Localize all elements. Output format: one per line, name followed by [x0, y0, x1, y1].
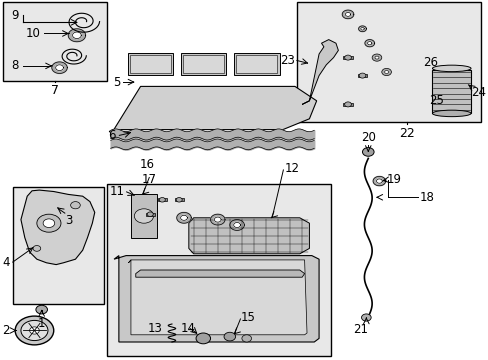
Circle shape — [15, 316, 54, 345]
Bar — [130, 55, 171, 73]
Polygon shape — [21, 190, 95, 265]
Circle shape — [374, 56, 378, 59]
Polygon shape — [188, 218, 309, 254]
Polygon shape — [109, 86, 316, 133]
Bar — [233, 53, 279, 75]
Polygon shape — [210, 214, 224, 225]
Text: 22: 22 — [399, 127, 414, 140]
Circle shape — [358, 73, 365, 78]
Text: 12: 12 — [284, 162, 299, 175]
Circle shape — [196, 333, 210, 344]
Ellipse shape — [431, 65, 470, 72]
Polygon shape — [72, 32, 81, 39]
Text: 7: 7 — [51, 84, 59, 96]
Text: 5: 5 — [113, 76, 120, 89]
Text: 6: 6 — [108, 129, 115, 142]
Polygon shape — [345, 13, 350, 16]
Text: 23: 23 — [280, 54, 294, 67]
Circle shape — [33, 246, 41, 251]
Circle shape — [224, 332, 235, 341]
Text: 24: 24 — [470, 86, 486, 99]
Bar — [158, 198, 166, 202]
Circle shape — [37, 214, 61, 232]
Polygon shape — [56, 65, 63, 71]
Bar — [343, 103, 352, 106]
Text: 2: 2 — [2, 324, 9, 337]
Polygon shape — [176, 212, 191, 223]
Text: 19: 19 — [386, 173, 401, 186]
Bar — [3, 2, 106, 81]
Text: 14: 14 — [180, 322, 195, 335]
Bar — [175, 198, 183, 202]
Text: 4: 4 — [3, 256, 10, 269]
Polygon shape — [229, 220, 244, 230]
Bar — [106, 184, 330, 356]
Bar — [297, 2, 480, 122]
Polygon shape — [128, 260, 306, 335]
Circle shape — [381, 68, 390, 76]
Circle shape — [176, 198, 182, 202]
Polygon shape — [233, 222, 240, 228]
Circle shape — [361, 314, 370, 321]
Bar — [131, 194, 157, 238]
Polygon shape — [214, 217, 221, 222]
Circle shape — [43, 219, 55, 228]
Circle shape — [384, 71, 388, 73]
Circle shape — [147, 212, 153, 216]
Bar — [127, 53, 173, 75]
Text: 26: 26 — [423, 56, 437, 69]
Bar — [343, 56, 352, 59]
Text: 9: 9 — [11, 9, 19, 22]
Circle shape — [70, 202, 80, 209]
Text: 15: 15 — [241, 311, 255, 324]
Text: 8: 8 — [11, 59, 19, 72]
Bar — [180, 53, 226, 75]
Text: 16: 16 — [140, 158, 154, 171]
Circle shape — [30, 327, 39, 334]
Text: 10: 10 — [26, 27, 41, 40]
Text: 20: 20 — [360, 131, 375, 144]
Polygon shape — [302, 40, 338, 104]
Text: 3: 3 — [65, 214, 72, 227]
Text: 21: 21 — [352, 323, 367, 336]
Polygon shape — [68, 29, 85, 42]
Circle shape — [242, 335, 251, 342]
Text: 17: 17 — [142, 173, 157, 186]
Bar — [183, 55, 224, 73]
Text: 13: 13 — [147, 322, 163, 335]
Circle shape — [371, 54, 381, 61]
Bar — [13, 187, 104, 304]
Bar — [236, 55, 277, 73]
Polygon shape — [358, 26, 366, 32]
Circle shape — [344, 102, 351, 107]
Polygon shape — [136, 270, 304, 277]
Polygon shape — [114, 256, 319, 342]
Polygon shape — [376, 179, 382, 183]
Bar — [145, 212, 154, 216]
Circle shape — [134, 209, 153, 223]
Circle shape — [344, 55, 351, 60]
Circle shape — [36, 305, 47, 314]
Text: 18: 18 — [419, 191, 433, 204]
Polygon shape — [367, 42, 371, 45]
Polygon shape — [342, 10, 353, 19]
Circle shape — [21, 320, 48, 341]
Text: 11: 11 — [109, 185, 124, 198]
Circle shape — [159, 198, 165, 202]
Text: 25: 25 — [428, 94, 443, 107]
Polygon shape — [364, 40, 374, 47]
Bar — [357, 74, 366, 77]
Polygon shape — [360, 27, 364, 30]
Polygon shape — [180, 215, 187, 220]
Bar — [431, 70, 470, 113]
Polygon shape — [52, 62, 67, 73]
Circle shape — [362, 148, 373, 156]
Ellipse shape — [431, 110, 470, 117]
Polygon shape — [372, 176, 385, 186]
Text: 1: 1 — [38, 317, 45, 330]
